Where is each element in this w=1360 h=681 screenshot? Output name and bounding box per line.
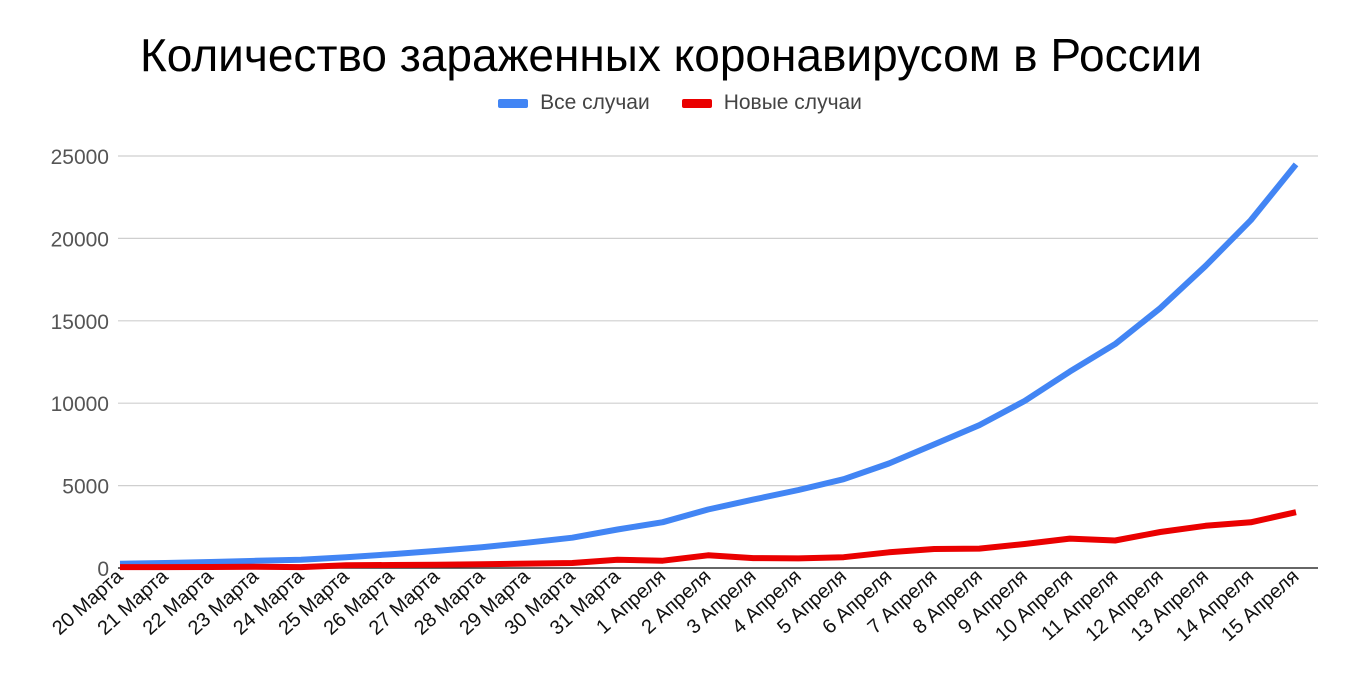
chart-title: Количество зараженных коронавирусом в Ро… <box>139 29 1203 81</box>
y-tick-label: 5000 <box>62 476 109 499</box>
legend-swatch-all-cases <box>498 98 529 108</box>
legend-label-all-cases: Все случаи <box>540 91 650 114</box>
y-tick-label: 25000 <box>51 146 109 169</box>
y-tick-label: 10000 <box>51 393 109 416</box>
legend-swatch-new-cases <box>681 98 712 108</box>
series-line-new-cases <box>120 509 1297 571</box>
legend-item-new-cases[interactable]: Новые случаи <box>681 91 862 115</box>
y-tick-label: 0 <box>97 558 109 581</box>
chart-legend: Все случаи Новые случаи <box>0 91 1360 115</box>
series-line-all-cases <box>119 162 1299 567</box>
legend-item-all-cases[interactable]: Все случаи <box>498 91 650 115</box>
y-tick-label: 15000 <box>51 311 109 334</box>
legend-label-new-cases: Новые случаи <box>723 91 862 114</box>
y-tick-label: 20000 <box>51 228 109 251</box>
